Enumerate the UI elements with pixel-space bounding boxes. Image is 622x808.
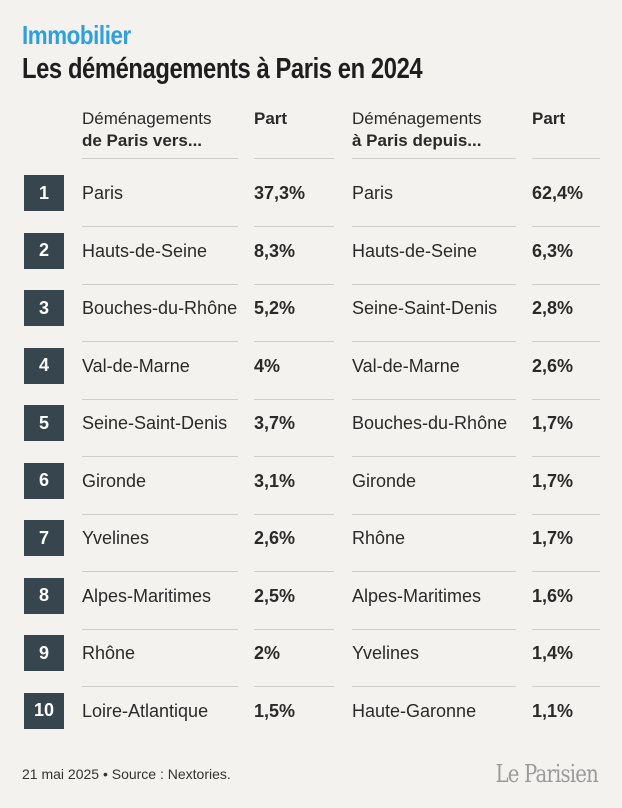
from-department: Val-de-Marne: [82, 355, 190, 377]
rank-badge: 4: [24, 348, 64, 384]
table-row: 5 Seine-Saint-Denis 3,7% Bouches-du-Rhôn…: [0, 400, 622, 457]
from-share: 37,3%: [254, 182, 305, 204]
header-to-line1: Déménagements: [352, 108, 481, 130]
rank-badge: 1: [24, 175, 64, 211]
from-share: 3,7%: [254, 412, 295, 434]
from-department: Alpes-Maritimes: [82, 585, 211, 607]
table-row: 7 Yvelines 2,6% Rhône 1,7%: [0, 515, 622, 572]
table-row: 9 Rhône 2% Yvelines 1,4%: [0, 630, 622, 687]
header-from-line2: de Paris vers...: [82, 130, 211, 152]
table-row: 4 Val-de-Marne 4% Val-de-Marne 2,6%: [0, 343, 622, 400]
rank-badge: 9: [24, 635, 64, 671]
table-row: 8 Alpes-Maritimes 2,5% Alpes-Maritimes 1…: [0, 573, 622, 630]
table-row: 1 Paris 37,3% Paris 62,4%: [0, 170, 622, 227]
header-rule-from-share: [254, 158, 334, 159]
from-department: Loire-Atlantique: [82, 700, 208, 722]
header-rule-to: [352, 158, 516, 159]
to-share: 2,6%: [532, 355, 573, 377]
from-share: 2,5%: [254, 585, 295, 607]
to-share: 1,6%: [532, 585, 573, 607]
to-department: Rhône: [352, 527, 405, 549]
header-rule-to-share: [532, 158, 600, 159]
to-department: Alpes-Maritimes: [352, 585, 481, 607]
rank-badge: 2: [24, 233, 64, 269]
from-department: Yvelines: [82, 527, 149, 549]
to-share: 1,7%: [532, 527, 573, 549]
rank-badge: 3: [24, 290, 64, 326]
to-department: Yvelines: [352, 642, 419, 664]
header-to-line2: à Paris depuis...: [352, 130, 481, 152]
table-row: 10 Loire-Atlantique 1,5% Haute-Garonne 1…: [0, 688, 622, 745]
from-share: 2,6%: [254, 527, 295, 549]
to-department: Seine-Saint-Denis: [352, 297, 497, 319]
to-share: 2,8%: [532, 297, 573, 319]
to-share: 1,1%: [532, 700, 573, 722]
from-department: Paris: [82, 182, 123, 204]
rank-badge: 8: [24, 578, 64, 614]
from-share: 3,1%: [254, 470, 295, 492]
kicker: Immobilier: [22, 20, 131, 51]
to-share: 1,4%: [532, 642, 573, 664]
le-parisien-logo: Le Parisien: [496, 760, 598, 788]
page-title: Les déménagements à Paris en 2024: [22, 53, 422, 86]
to-department: Paris: [352, 182, 393, 204]
to-department: Bouches-du-Rhône: [352, 412, 507, 434]
header-from-line1: Déménagements: [82, 108, 211, 130]
to-share: 1,7%: [532, 412, 573, 434]
to-share: 62,4%: [532, 182, 583, 204]
header-to-share: Part: [532, 108, 565, 130]
table-row: 3 Bouches-du-Rhône 5,2% Seine-Saint-Deni…: [0, 285, 622, 342]
rank-badge: 10: [24, 693, 64, 729]
from-share: 2%: [254, 642, 280, 664]
header-from-share: Part: [254, 108, 287, 130]
from-department: Hauts-de-Seine: [82, 240, 207, 262]
header-from: Déménagements de Paris vers...: [82, 108, 211, 152]
header-rule-from: [82, 158, 238, 159]
from-department: Rhône: [82, 642, 135, 664]
header-to: Déménagements à Paris depuis...: [352, 108, 481, 152]
to-share: 6,3%: [532, 240, 573, 262]
table-row: 2 Hauts-de-Seine 8,3% Hauts-de-Seine 6,3…: [0, 228, 622, 285]
from-share: 5,2%: [254, 297, 295, 319]
from-department: Bouches-du-Rhône: [82, 297, 237, 319]
rank-badge: 6: [24, 463, 64, 499]
rank-badge: 5: [24, 405, 64, 441]
from-share: 4%: [254, 355, 280, 377]
to-department: Gironde: [352, 470, 416, 492]
from-department: Gironde: [82, 470, 146, 492]
source-footer: 21 mai 2025 • Source : Nextories.: [22, 766, 231, 782]
to-share: 1,7%: [532, 470, 573, 492]
rank-badge: 7: [24, 520, 64, 556]
to-department: Val-de-Marne: [352, 355, 460, 377]
to-department: Haute-Garonne: [352, 700, 476, 722]
from-share: 8,3%: [254, 240, 295, 262]
to-department: Hauts-de-Seine: [352, 240, 477, 262]
from-share: 1,5%: [254, 700, 295, 722]
table-row: 6 Gironde 3,1% Gironde 1,7%: [0, 458, 622, 515]
from-department: Seine-Saint-Denis: [82, 412, 227, 434]
